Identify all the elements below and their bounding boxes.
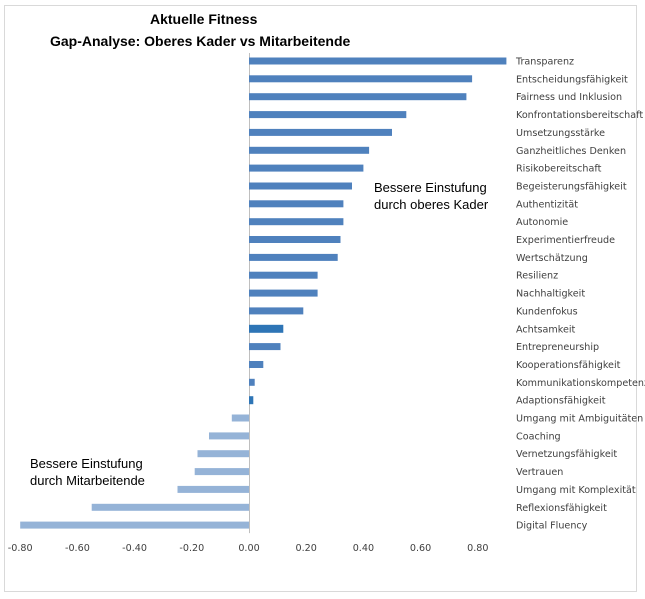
annotation-positive-line-2: durch oberes Kader xyxy=(374,197,489,212)
annotation-negative: Bessere Einstufung durch Mitarbeitende xyxy=(30,455,145,489)
x-tick-label: -0.60 xyxy=(65,543,90,554)
bar-achtsamkeit xyxy=(249,324,284,333)
category-label-autonomie: Autonomie xyxy=(516,217,568,228)
category-label-ganzheitliches-denken: Ganzheitliches Denken xyxy=(516,146,626,157)
category-label-coaching: Coaching xyxy=(516,431,561,442)
x-tick-label: -0.20 xyxy=(179,543,204,554)
annotation-negative-line-1: Bessere Einstufung xyxy=(30,456,143,471)
category-label-vertrauen: Vertrauen xyxy=(516,467,563,478)
bar-coaching xyxy=(209,432,249,440)
category-label-umgang-mit-ambiguitaeten: Umgang mit Ambiguitäten xyxy=(516,414,643,425)
bar-adaptionsfaehigkeit xyxy=(249,396,254,405)
category-label-experimentierfreude: Experimentierfreude xyxy=(516,235,615,246)
bar-reflexionsfaehigkeit xyxy=(91,503,249,511)
bar-entrepreneurship xyxy=(249,343,281,351)
bar-nachhaltigkeit xyxy=(249,289,318,297)
bar-umgang-mit-komplexitaet xyxy=(177,485,249,493)
category-label-entscheidungsfaehigkeit: Entscheidungsfähigkeit xyxy=(516,74,628,85)
bar-konfrontationsbereitschaft xyxy=(249,111,407,119)
category-label-vernetzungsfaehigkeit: Vernetzungsfähigkeit xyxy=(516,449,617,460)
category-label-kommunikationskompetenz: Kommunikationskompetenz xyxy=(516,378,645,389)
category-label-wertschaetzung: Wertschätzung xyxy=(516,253,588,264)
category-label-kooperationsfaehigkeit: Kooperationsfähigkeit xyxy=(516,360,621,371)
bar-fairness-und-inklusion xyxy=(249,93,467,101)
bar-vernetzungsfaehigkeit xyxy=(197,450,249,458)
category-label-achtsamkeit: Achtsamkeit xyxy=(516,324,576,335)
x-tick-label: 0.00 xyxy=(238,543,259,554)
category-label-risikobereitschaft: Risikobereitschaft xyxy=(516,164,602,175)
category-label-umsetzungsstaerke: Umsetzungsstärke xyxy=(516,128,605,139)
bar-umsetzungsstaerke xyxy=(249,128,392,136)
category-label-kundenfokus: Kundenfokus xyxy=(516,306,578,317)
bar-digital-fluency xyxy=(20,521,250,529)
bar-kooperationsfaehigkeit xyxy=(249,361,264,368)
bar-kundenfokus xyxy=(249,307,304,315)
bar-transparenz xyxy=(249,57,507,65)
bar-ganzheitliches-denken xyxy=(249,146,370,154)
x-tick-label: 0.20 xyxy=(296,543,317,554)
x-tick-label: 0.40 xyxy=(353,543,374,554)
category-label-resilienz: Resilienz xyxy=(516,271,558,282)
chart-frame xyxy=(4,5,637,592)
category-label-adaptionsfaehigkeit: Adaptionsfähigkeit xyxy=(516,396,606,407)
category-label-reflexionsfaehigkeit: Reflexionsfähigkeit xyxy=(516,503,607,514)
bar-begeisterungsfaehigkeit xyxy=(249,182,352,190)
category-label-umgang-mit-komplexitaet: Umgang mit Komplexität xyxy=(516,485,636,496)
annotation-positive: Bessere Einstufung durch oberes Kader xyxy=(374,179,488,213)
chart-subtitle: Gap-Analyse: Oberes Kader vs Mitarbeiten… xyxy=(50,33,351,49)
x-tick-label: -0.80 xyxy=(8,543,33,554)
bar-kommunikationskompetenz xyxy=(249,378,255,386)
category-label-transparenz: Transparenz xyxy=(515,57,574,68)
bar-wertschaetzung xyxy=(249,253,338,261)
x-tick-label: 0.60 xyxy=(410,543,431,554)
category-label-fairness-und-inklusion: Fairness und Inklusion xyxy=(516,92,622,103)
category-label-digital-fluency: Digital Fluency xyxy=(516,521,588,532)
annotation-negative-line-2: durch Mitarbeitende xyxy=(30,473,145,488)
bar-autonomie xyxy=(249,218,344,226)
annotation-positive-line-1: Bessere Einstufung xyxy=(374,180,487,195)
category-label-begeisterungsfaehigkeit: Begeisterungsfähigkeit xyxy=(516,182,627,193)
category-label-entrepreneurship: Entrepreneurship xyxy=(516,342,599,353)
chart-title: Aktuelle Fitness xyxy=(150,11,258,27)
bar-experimentierfreude xyxy=(249,236,341,243)
bar-vertrauen xyxy=(194,468,249,476)
bar-entscheidungsfaehigkeit xyxy=(249,75,473,83)
bar-risikobereitschaft xyxy=(249,164,364,172)
x-tick-label: 0.80 xyxy=(467,543,488,554)
bar-authentizitaet xyxy=(249,200,344,208)
bar-umgang-mit-ambiguitaeten xyxy=(231,414,249,422)
x-tick-label: -0.40 xyxy=(122,543,147,554)
category-label-konfrontationsbereitschaft: Konfrontationsbereitschaft xyxy=(516,110,643,121)
category-label-authentizitaet: Authentizität xyxy=(516,199,578,210)
bar-resilienz xyxy=(249,271,318,279)
category-label-nachhaltigkeit: Nachhaltigkeit xyxy=(516,289,585,300)
